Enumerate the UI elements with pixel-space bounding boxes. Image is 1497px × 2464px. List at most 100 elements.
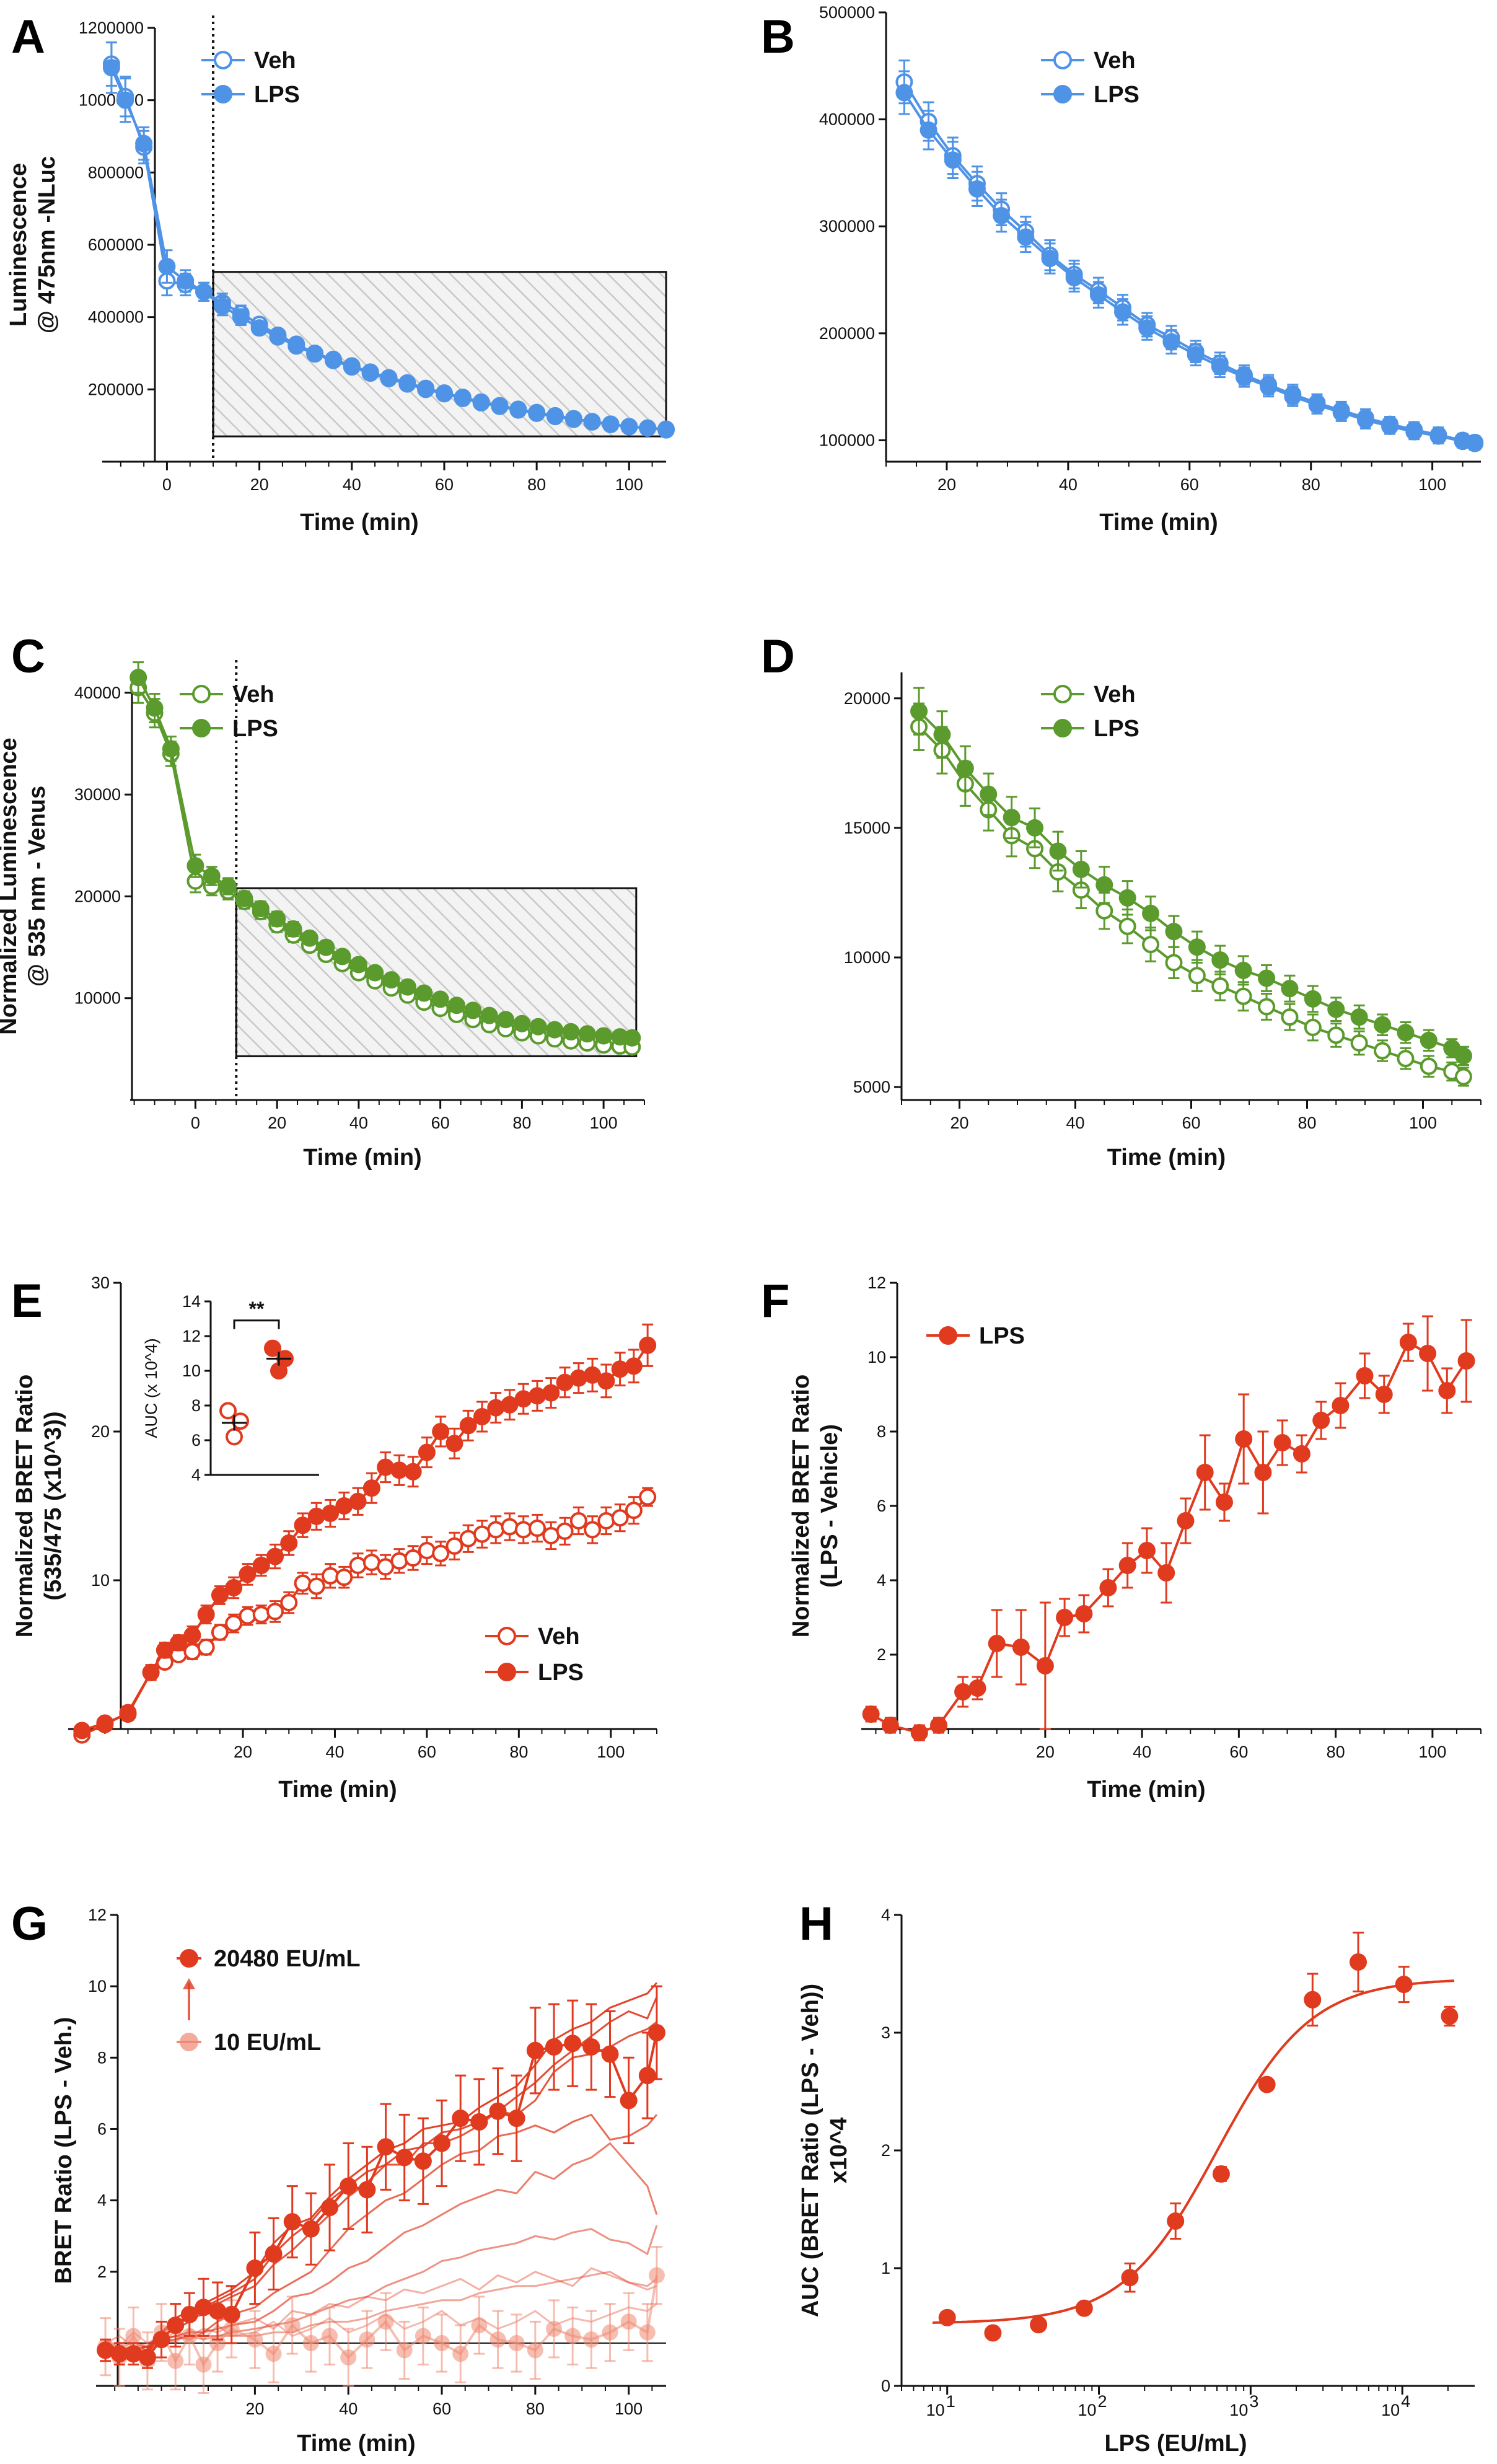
series-20480-eu-point bbox=[180, 2305, 198, 2323]
x-axis-label: Time (min) bbox=[1099, 509, 1218, 535]
series-lps-point bbox=[435, 385, 453, 403]
series-10-eu-point bbox=[620, 2313, 637, 2330]
series-lps-point bbox=[639, 1336, 657, 1354]
series-lps-point bbox=[366, 964, 384, 982]
series-lps-point bbox=[317, 938, 335, 956]
series-20480-eu-point bbox=[321, 2199, 339, 2217]
series-lps-point bbox=[361, 364, 379, 382]
series-lps-point bbox=[1177, 1512, 1195, 1529]
y-axis-label: Normalized BRET Ratio bbox=[788, 1375, 814, 1637]
series-lps-point bbox=[562, 1023, 580, 1041]
series-lps-point bbox=[294, 1516, 312, 1534]
series-lps-point bbox=[73, 1722, 91, 1740]
dose-point bbox=[1441, 2007, 1459, 2025]
y-tick-label: 12 bbox=[867, 1274, 886, 1292]
series-lps-point bbox=[595, 1027, 613, 1045]
legend-marker bbox=[1053, 85, 1072, 103]
series-lps-point bbox=[203, 867, 221, 885]
legend-label: LPS bbox=[979, 1323, 1025, 1349]
legend-marker bbox=[939, 1326, 957, 1345]
legend-label: LPS bbox=[538, 1660, 584, 1686]
series-lps-point bbox=[1420, 1031, 1438, 1049]
series-veh-point bbox=[501, 1518, 519, 1536]
dose-point bbox=[1167, 2212, 1185, 2230]
y-tick-label: 15000 bbox=[844, 819, 890, 837]
y-tick-label: 8 bbox=[97, 2048, 107, 2067]
legend-label: Veh bbox=[1094, 682, 1136, 708]
series-lps-point bbox=[497, 1011, 515, 1029]
panel-letter: D bbox=[761, 630, 795, 683]
inset-y-tick-label: 10 bbox=[182, 1362, 201, 1380]
series-veh-point bbox=[404, 1549, 422, 1567]
series-lps-point bbox=[546, 408, 564, 426]
series-veh-point bbox=[1374, 1042, 1392, 1060]
series-lps-point bbox=[625, 1357, 643, 1375]
series-lps-point bbox=[1375, 1386, 1393, 1403]
y-tick-label: 30000 bbox=[74, 785, 121, 804]
inset-veh-point bbox=[219, 1402, 237, 1420]
series-lps-point bbox=[431, 990, 449, 1008]
series-10-eu-point bbox=[396, 2342, 413, 2359]
series-lps-point bbox=[501, 1396, 519, 1414]
y-tick-label: 20000 bbox=[74, 887, 121, 905]
series-lps-point bbox=[1405, 423, 1423, 441]
series-veh-point bbox=[432, 1544, 450, 1562]
series-lps-point bbox=[211, 1586, 229, 1604]
series-lps-point bbox=[380, 369, 398, 387]
panel-letter: G bbox=[11, 1898, 48, 1950]
significance-bracket bbox=[233, 1319, 280, 1329]
x-axis-label: Time (min) bbox=[303, 1145, 421, 1171]
x-tick-label: 40 bbox=[343, 475, 361, 494]
series-lps-point bbox=[1099, 1579, 1117, 1596]
y-tick-label: 4 bbox=[877, 1571, 886, 1590]
series-veh-point bbox=[1095, 902, 1113, 920]
series-lps-point bbox=[620, 418, 638, 436]
series-10-eu-point bbox=[489, 2331, 506, 2348]
series-lps-point bbox=[1356, 1367, 1374, 1384]
series-lps-point bbox=[578, 1025, 596, 1043]
y-tick-label: 0 bbox=[881, 2377, 890, 2395]
series-lps-point bbox=[377, 1458, 395, 1476]
series-lps-point bbox=[1072, 860, 1090, 878]
y-axis-label: Normalized Luminescence bbox=[0, 737, 22, 1034]
series-lps-point bbox=[1049, 842, 1067, 860]
x-tick-label: 60 bbox=[418, 1743, 436, 1761]
series-lps-point bbox=[280, 1534, 298, 1552]
y-tick-label: 40000 bbox=[74, 684, 121, 702]
series-lps-point bbox=[1234, 961, 1252, 979]
y-axis-label: BRET Ratio (LPS - Veh.) bbox=[51, 2017, 77, 2284]
series-20480-eu-point bbox=[125, 2345, 143, 2363]
series-10-eu-point bbox=[648, 2267, 665, 2284]
series-20480-eu-point bbox=[152, 2331, 170, 2349]
series-lps-point bbox=[910, 1724, 928, 1741]
series-10-eu-point bbox=[302, 2334, 319, 2351]
legend-label: LPS bbox=[1094, 82, 1139, 108]
x-tick-label: 60 bbox=[431, 1114, 450, 1132]
series-10-eu-point bbox=[322, 2328, 338, 2344]
series-20480-eu-point bbox=[470, 2113, 488, 2131]
series-lps-point bbox=[1304, 990, 1322, 1008]
legend-marker bbox=[1053, 51, 1072, 69]
x-tick-label: 60 bbox=[435, 475, 454, 494]
series-lps-point bbox=[1188, 938, 1206, 956]
series-lps-point bbox=[1138, 1542, 1156, 1559]
y-tick-label: 30 bbox=[91, 1274, 110, 1292]
x-tick-label: 60 bbox=[1180, 475, 1199, 494]
series-10-eu-point bbox=[359, 2331, 375, 2348]
series-lps-point bbox=[920, 121, 937, 139]
x-axis-label: Time (min) bbox=[1107, 1145, 1226, 1171]
series-lps-point bbox=[1293, 1445, 1310, 1463]
y-tick-label: 2 bbox=[877, 1645, 886, 1664]
series-lps-point bbox=[569, 1369, 587, 1387]
highlight-region bbox=[212, 271, 667, 438]
series-lps-point bbox=[1089, 286, 1107, 304]
series-lps-point bbox=[1157, 1564, 1175, 1582]
series-lps-point bbox=[583, 413, 601, 431]
series-lps-point bbox=[623, 1029, 641, 1047]
series-lps-point bbox=[933, 726, 951, 744]
series-lps-point bbox=[546, 1021, 564, 1039]
series-10-eu-point bbox=[452, 2346, 469, 2362]
y-axis-label: @ 535 nm - Venus bbox=[24, 786, 50, 987]
series-lps-line bbox=[918, 710, 1465, 1057]
x-tick-label-exponent: 1 bbox=[946, 2392, 955, 2411]
